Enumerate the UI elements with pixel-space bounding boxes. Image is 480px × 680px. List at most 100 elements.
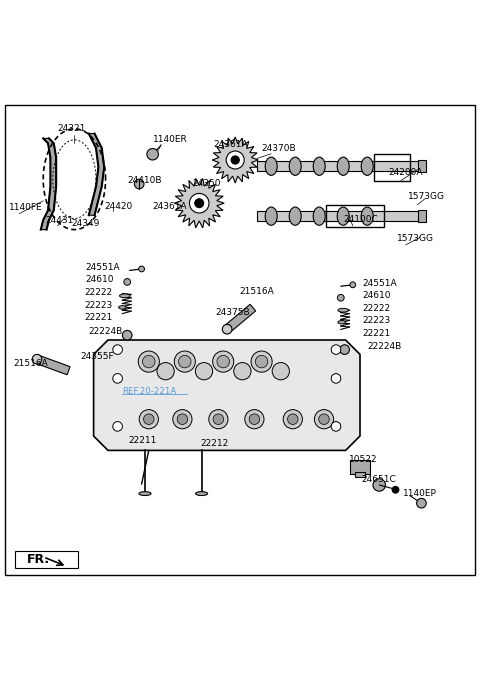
Circle shape — [195, 199, 204, 207]
Circle shape — [222, 324, 232, 334]
Ellipse shape — [337, 207, 349, 225]
Bar — [374, 154, 410, 181]
Text: 24349: 24349 — [71, 220, 99, 228]
Circle shape — [147, 148, 158, 160]
Ellipse shape — [313, 207, 325, 225]
Ellipse shape — [139, 492, 151, 496]
Circle shape — [113, 422, 122, 431]
Bar — [257, 211, 422, 221]
Circle shape — [319, 414, 329, 424]
Circle shape — [337, 294, 344, 301]
Polygon shape — [36, 355, 70, 375]
Circle shape — [113, 345, 122, 354]
Circle shape — [179, 356, 191, 368]
Text: 22221: 22221 — [84, 313, 112, 322]
Ellipse shape — [338, 320, 346, 324]
Circle shape — [392, 486, 399, 493]
Circle shape — [234, 362, 251, 380]
Circle shape — [249, 414, 260, 424]
Bar — [350, 460, 370, 475]
Circle shape — [139, 409, 158, 429]
Circle shape — [174, 351, 195, 372]
Circle shape — [417, 498, 426, 508]
Polygon shape — [174, 178, 224, 228]
Circle shape — [350, 282, 356, 288]
Circle shape — [226, 151, 244, 169]
Text: 22224B: 22224B — [89, 327, 123, 336]
Ellipse shape — [361, 207, 373, 225]
Circle shape — [138, 351, 159, 372]
Polygon shape — [89, 133, 104, 215]
Text: 22224B: 22224B — [367, 342, 401, 351]
Circle shape — [283, 409, 302, 429]
Circle shape — [209, 409, 228, 429]
Text: 24410B: 24410B — [127, 175, 162, 185]
Circle shape — [173, 409, 192, 429]
Text: 22221: 22221 — [362, 328, 391, 338]
Polygon shape — [212, 137, 258, 183]
Ellipse shape — [338, 308, 348, 312]
Text: 21516A: 21516A — [13, 358, 48, 367]
Circle shape — [139, 266, 144, 272]
Text: 24420: 24420 — [105, 202, 133, 211]
Circle shape — [177, 414, 188, 424]
Polygon shape — [224, 304, 256, 333]
Circle shape — [272, 362, 289, 380]
Text: 1573GG: 1573GG — [397, 234, 434, 243]
Text: 1140FE: 1140FE — [9, 203, 42, 212]
Text: 24361A: 24361A — [153, 202, 187, 211]
Text: 24200A: 24200A — [389, 169, 423, 177]
Circle shape — [113, 373, 122, 384]
Text: 24551A: 24551A — [362, 279, 397, 288]
Bar — [15, 551, 78, 568]
Circle shape — [124, 279, 131, 286]
Circle shape — [331, 373, 341, 384]
Ellipse shape — [313, 157, 325, 175]
Text: 24610: 24610 — [85, 275, 114, 284]
Circle shape — [157, 362, 174, 380]
Text: 24375B: 24375B — [215, 307, 250, 317]
Bar — [257, 161, 422, 171]
Text: 24350: 24350 — [192, 180, 220, 188]
Text: 21516A: 21516A — [239, 286, 274, 296]
Circle shape — [190, 193, 209, 213]
Circle shape — [32, 354, 42, 364]
Text: 24321: 24321 — [58, 124, 86, 133]
Circle shape — [255, 356, 268, 368]
Text: 22223: 22223 — [84, 301, 112, 310]
Text: 10522: 10522 — [349, 456, 378, 464]
Text: 22222: 22222 — [362, 304, 391, 313]
Circle shape — [195, 362, 213, 380]
Bar — [418, 210, 426, 222]
Circle shape — [134, 180, 144, 189]
Text: 22212: 22212 — [201, 439, 229, 447]
Circle shape — [314, 409, 334, 429]
Text: 24355F: 24355F — [81, 352, 114, 361]
Circle shape — [373, 479, 385, 491]
Circle shape — [213, 414, 224, 424]
Text: 22222: 22222 — [84, 288, 112, 297]
Circle shape — [122, 330, 132, 340]
Circle shape — [213, 351, 234, 372]
Ellipse shape — [337, 157, 349, 175]
Circle shape — [331, 345, 341, 354]
Text: 24370B: 24370B — [262, 144, 296, 154]
Circle shape — [143, 356, 155, 368]
Text: 1140ER: 1140ER — [153, 135, 187, 144]
Circle shape — [144, 414, 154, 424]
Polygon shape — [41, 139, 56, 230]
Ellipse shape — [119, 306, 126, 309]
Polygon shape — [94, 340, 360, 450]
Ellipse shape — [289, 157, 301, 175]
Text: 22211: 22211 — [129, 437, 157, 445]
Circle shape — [288, 414, 298, 424]
Text: 24431: 24431 — [46, 216, 74, 226]
Text: 24551A: 24551A — [85, 263, 120, 273]
Text: 1573GG: 1573GG — [408, 192, 445, 201]
Text: 22223: 22223 — [362, 316, 391, 325]
Ellipse shape — [265, 157, 277, 175]
Ellipse shape — [196, 492, 208, 496]
Text: REF.20-221A: REF.20-221A — [122, 388, 177, 396]
Bar — [326, 205, 384, 226]
Bar — [355, 472, 365, 477]
